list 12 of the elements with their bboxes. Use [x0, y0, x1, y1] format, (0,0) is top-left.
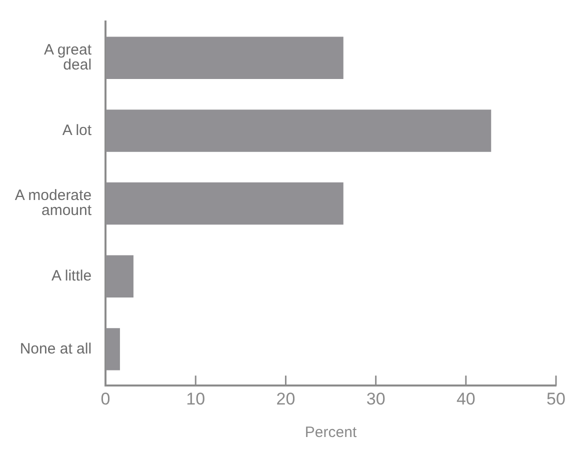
- x-tick-label: 0: [100, 389, 110, 408]
- y-tick-label: A lot: [62, 122, 92, 139]
- x-axis-title: Percent: [304, 424, 358, 442]
- x-tick-label: 20: [276, 389, 296, 408]
- y-tick-label: None at all: [20, 340, 92, 358]
- x-tick-label: 40: [456, 389, 476, 408]
- x-tick-label: 10: [186, 389, 206, 408]
- y-tick-label: A moderate amount: [14, 187, 92, 220]
- x-tick-label: 50: [546, 389, 566, 408]
- x-tick-label: 30: [366, 389, 386, 408]
- y-tick-label: A little: [52, 268, 92, 285]
- y-tick-label: A great deal: [44, 42, 92, 74]
